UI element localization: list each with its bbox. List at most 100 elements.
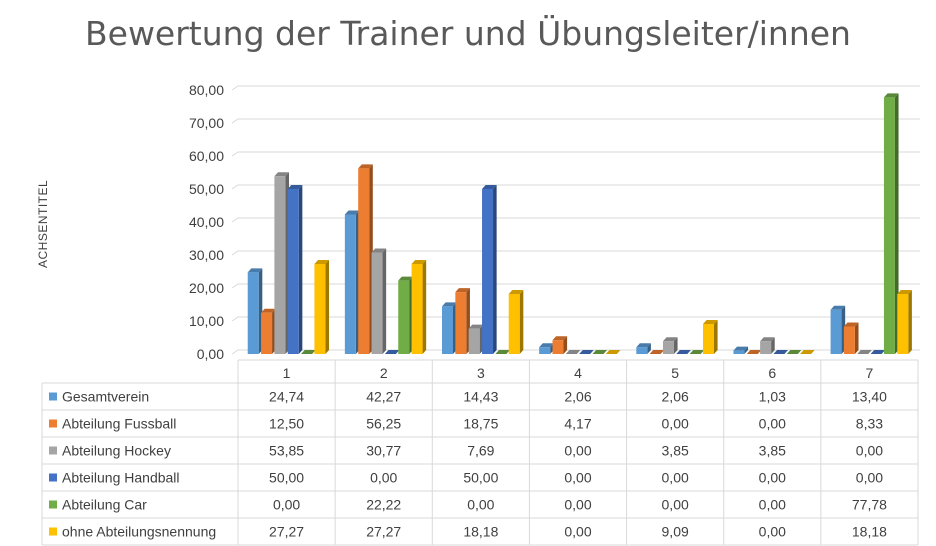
legend-entry: Abteilung Hockey [62,443,171,459]
bar [539,343,554,354]
legend-key [49,419,57,428]
data-table-cell: 2,06 [662,389,689,405]
x-category-label: 5 [671,365,679,381]
bar [773,350,789,354]
data-table-cell: 0,00 [759,470,786,486]
chart-title: Bewertung der Trainer und Übungsleiter/i… [85,14,851,53]
bar [857,350,872,354]
data-table-cell: 0,00 [662,497,689,513]
legend-key [49,446,57,455]
y-axis-ticks: 0,00 10,00 20,00 30,00 40,00 50,00 60,00 70,00 8… [189,82,224,362]
data-table-cell: 0,00 [564,470,591,486]
bar [552,336,568,354]
data-table-cell: 9,09 [662,524,689,540]
bar [384,350,400,354]
bar [468,324,484,354]
data-table-cell: 0,00 [759,524,786,540]
legend-entry: Abteilung Car [62,497,147,513]
data-table-cell: 4,17 [564,416,591,432]
data-table-cell: 0,00 [564,524,591,540]
x-category-label: 7 [866,365,874,381]
bar [760,337,775,354]
gridline [231,283,920,289]
data-table-cell: 0,00 [662,416,689,432]
bar [676,350,691,354]
data-table-cell: 24,74 [269,389,304,405]
bar [508,290,524,354]
gridline [231,184,920,190]
bar [746,350,762,354]
data-table-cell: 13,40 [852,389,887,405]
bar [344,210,360,354]
bar [662,337,678,354]
data-table-cell: 12,50 [269,416,304,432]
bar [247,268,263,354]
bar [883,93,899,355]
data-table-cell: 50,00 [269,470,304,486]
legend-entry: Gesamtverein [62,389,149,405]
bar [689,350,705,354]
data-table-cell: 27,27 [366,524,401,540]
data-table-cell: 3,85 [759,443,786,459]
data-table-cell: 0,00 [759,497,786,513]
data-table-cell: 0,00 [856,443,883,459]
bars [247,93,912,355]
legend-key [49,527,57,536]
bar [565,350,581,354]
bar [843,322,859,354]
x-category-label: 3 [477,365,485,381]
x-category-label: 1 [283,365,291,381]
data-table-cell: 27,27 [269,524,304,540]
bar [592,350,608,354]
gridlines [231,85,920,355]
y-tick-label: 60,00 [189,148,224,164]
bar [800,350,815,354]
gridline [231,151,920,157]
y-tick-label: 40,00 [189,214,224,230]
data-table-cell: 2,06 [564,389,591,405]
data-table-cell: 0,00 [856,470,883,486]
legend-key [49,392,57,401]
legend-key [49,473,57,482]
bar [649,350,665,354]
bar [482,185,497,354]
gridline [231,250,920,256]
bar [261,308,276,354]
data-table-cell: 42,27 [366,389,401,405]
y-tick-label: 30,00 [189,247,224,263]
gridline [231,217,920,223]
data-table-cell: 56,25 [366,416,401,432]
bar [605,350,621,354]
bar [733,346,749,354]
bar [411,260,427,354]
data-table-cell: 53,85 [269,443,304,459]
data-table-cell: 18,18 [463,524,498,540]
data-table-cell: 30,77 [366,443,401,459]
data-table-cell: 0,00 [564,443,591,459]
bar [830,305,846,354]
data-table-cell: 3,85 [662,443,689,459]
legend-key [49,500,57,509]
data-table-cell: 18,18 [852,524,887,540]
bar [579,350,594,354]
data-table-cell: 0,00 [759,416,786,432]
x-category-label: 2 [380,365,388,381]
bar [301,350,316,354]
bar [274,172,289,354]
data-table-cell: 50,00 [463,470,498,486]
y-tick-label: 10,00 [189,313,224,329]
bar [786,350,802,354]
data-table-cell: 7,69 [467,443,494,459]
data-table-cell: 18,75 [463,416,498,432]
x-category-label: 4 [574,365,582,381]
y-tick-label: 20,00 [189,280,224,296]
gridline [231,118,920,124]
y-tick-label: 80,00 [189,82,224,98]
bar [455,288,470,354]
bar [398,276,413,354]
legend-entry: Abteilung Handball [62,470,180,486]
bar [703,320,718,354]
x-category-label: 6 [768,365,776,381]
gridline [231,85,920,91]
